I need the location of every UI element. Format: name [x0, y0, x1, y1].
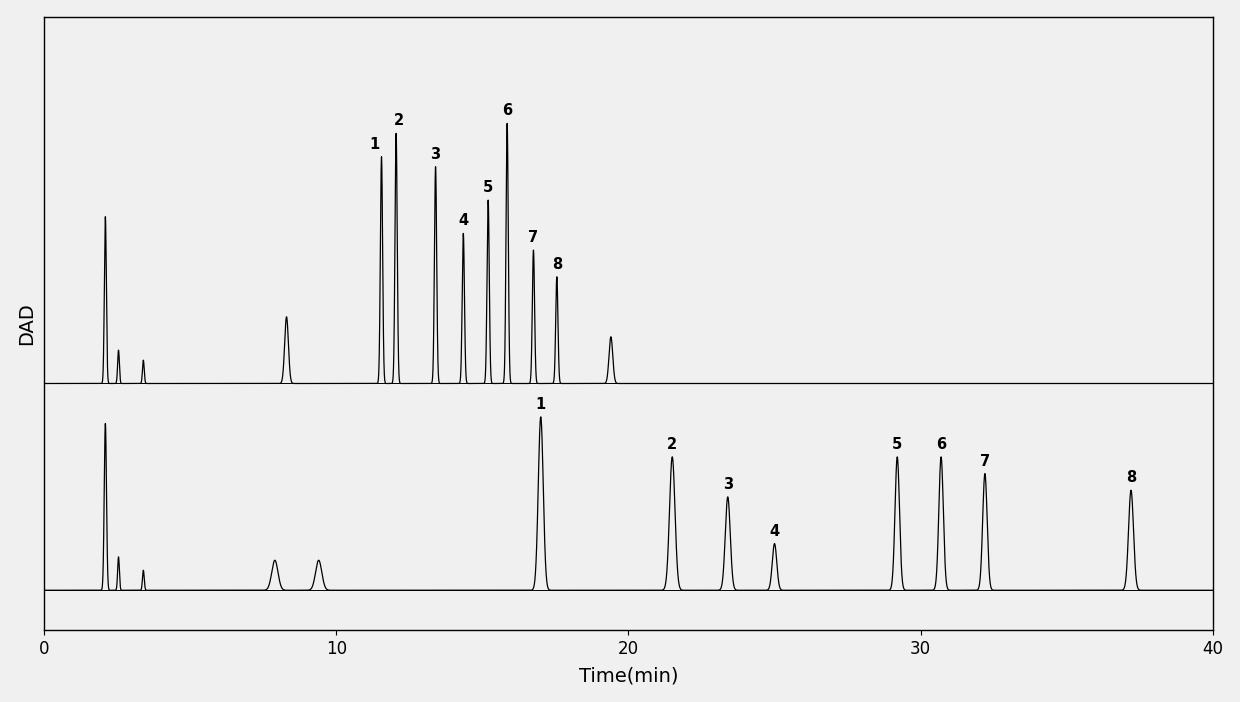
Text: 3: 3 [430, 147, 440, 161]
Text: 2: 2 [394, 114, 404, 128]
Text: 7: 7 [980, 453, 990, 468]
Text: 8: 8 [552, 257, 562, 272]
Text: 8: 8 [1126, 470, 1136, 485]
Text: 7: 7 [528, 230, 538, 245]
Text: 1: 1 [536, 397, 546, 412]
Text: 2: 2 [667, 437, 677, 452]
Text: 5: 5 [484, 180, 494, 195]
Text: 6: 6 [936, 437, 946, 452]
Text: 6: 6 [502, 103, 512, 119]
Text: 4: 4 [770, 524, 780, 538]
Text: 4: 4 [459, 213, 469, 228]
Y-axis label: DAD: DAD [16, 302, 36, 345]
Text: 1: 1 [370, 137, 379, 152]
Text: 3: 3 [723, 477, 733, 492]
Text: 5: 5 [892, 437, 903, 452]
X-axis label: Time(min): Time(min) [579, 666, 678, 685]
